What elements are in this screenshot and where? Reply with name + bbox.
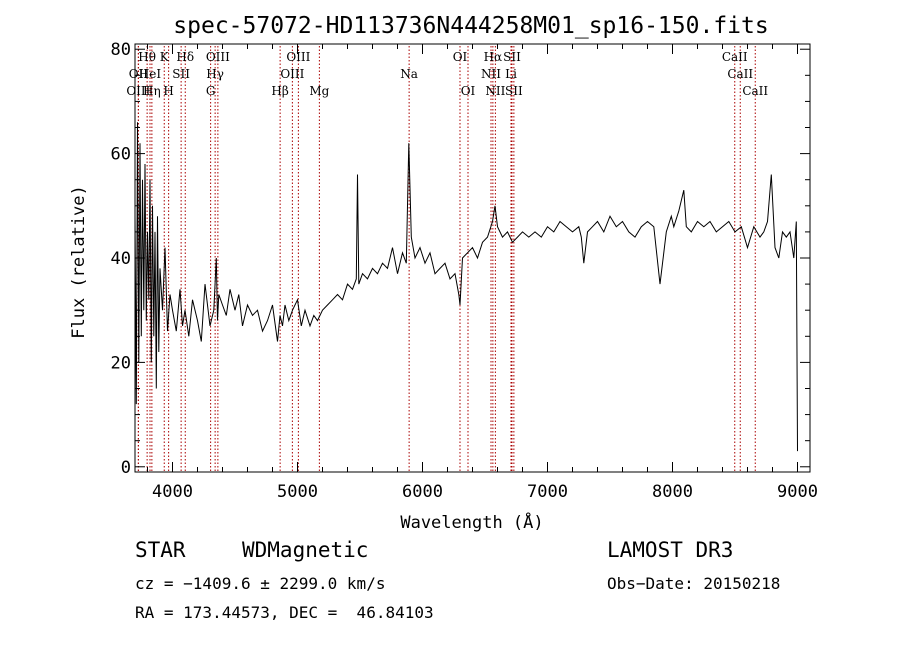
- spectral-line-label: OII: [129, 67, 149, 81]
- y-tick-label: 80: [111, 40, 131, 60]
- spectrum-line: [134, 122, 798, 452]
- spectral-line-label: CaII: [722, 50, 748, 64]
- spectral-line-label: NII: [485, 84, 505, 98]
- x-tick-label: 9000: [777, 482, 818, 502]
- y-tick-label: 20: [111, 353, 131, 373]
- spectral-line-label: HeI: [139, 67, 162, 81]
- redshift-readout: cz = −1409.6 ± 2299.0 km/s: [135, 574, 386, 593]
- spectral-line-label: SII: [505, 84, 523, 98]
- spectral-line-label: OIII: [286, 50, 310, 64]
- spectral-line-label: Hδ: [176, 50, 194, 64]
- spectral-line-label: Na: [400, 67, 418, 81]
- spectral-line-label: Hη: [143, 84, 161, 98]
- spectral-line-markers: [137, 46, 756, 472]
- y-tick-label: 40: [111, 249, 131, 269]
- spectral-line-labels: Hθ OII OIII HeI Hη K H SII Hδ G Hγ OIII Hβ OIII OIII Mg…: [126, 50, 768, 98]
- object-subclass: WDMagnetic: [242, 538, 369, 562]
- spectral-line-label: OIII: [206, 50, 230, 64]
- survey-name: LAMOST DR3: [607, 538, 734, 562]
- x-axis-label: Wavelength (Å): [400, 511, 543, 533]
- spectral-line-label: CaII: [742, 84, 768, 98]
- spectral-line-label: Hγ: [206, 67, 224, 81]
- observation-date: Obs−Date: 20150218: [607, 574, 781, 593]
- spectral-line-label: OIII: [280, 67, 304, 81]
- spectral-line-label: K: [160, 50, 170, 64]
- y-tick-label: 60: [111, 145, 131, 165]
- spectral-line-label: Hα: [484, 50, 503, 64]
- spectral-line-label: CaII: [727, 67, 753, 81]
- plot-frame: [134, 43, 811, 473]
- spectral-line-label: OIII: [126, 84, 150, 98]
- object-class: STAR: [135, 538, 186, 562]
- x-tick-label: 5000: [277, 482, 318, 502]
- spectral-line-label: Mg: [309, 84, 329, 98]
- x-axis-ticks: 4000 5000 6000 7000 8000 9000: [147, 44, 818, 502]
- y-axis-ticks: 0 20 40 60 80: [111, 40, 810, 478]
- x-tick-label: 6000: [402, 482, 443, 502]
- spectral-line-label: Li: [505, 67, 517, 81]
- coordinates-readout: RA = 173.44573, DEC = 46.84103: [135, 603, 434, 622]
- spectral-line-label: H: [163, 84, 173, 98]
- y-tick-label: 0: [121, 458, 131, 478]
- spectral-line-label: NII: [481, 67, 501, 81]
- spectral-line-label: SII: [172, 67, 190, 81]
- spectral-line-label: Hθ: [138, 50, 156, 64]
- spectral-line-label: OI: [453, 50, 468, 64]
- spectral-line-label: Hβ: [271, 84, 288, 98]
- x-tick-label: 4000: [152, 482, 193, 502]
- spectral-line-label: G: [206, 84, 216, 98]
- y-axis-label: Flux (relative): [69, 185, 89, 339]
- spectral-line-label: SII: [503, 50, 521, 64]
- x-tick-label: 8000: [652, 482, 693, 502]
- x-tick-label: 7000: [527, 482, 568, 502]
- chart-title: spec-57072-HD113736N444258M01_sp16-150.f…: [173, 13, 768, 39]
- spectral-line-label: OI: [461, 84, 476, 98]
